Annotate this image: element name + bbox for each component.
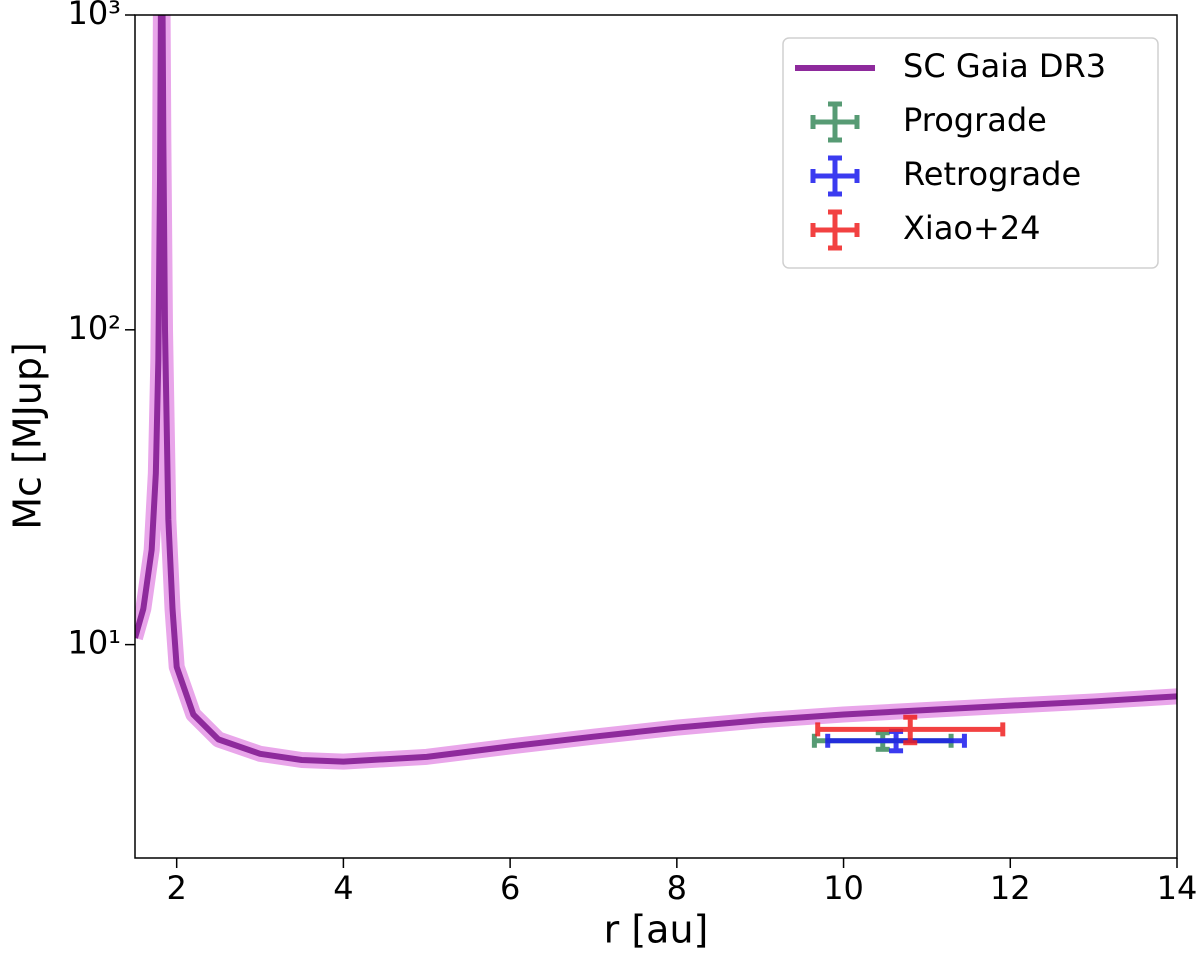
legend-label: Prograde bbox=[903, 101, 1047, 139]
errorbar bbox=[815, 714, 1006, 746]
y-tick-label: 10² bbox=[67, 309, 121, 347]
x-tick-label: 12 bbox=[990, 869, 1031, 907]
legend-label: Retrograde bbox=[903, 155, 1081, 193]
x-tick-label: 8 bbox=[667, 869, 687, 907]
x-tick-label: 10 bbox=[823, 869, 864, 907]
legend-swatch bbox=[810, 155, 860, 197]
legend-label: SC Gaia DR3 bbox=[903, 47, 1106, 85]
legend-label: Xiao+24 bbox=[903, 209, 1041, 247]
line bbox=[135, 15, 1177, 765]
plot-area bbox=[135, 15, 1177, 770]
x-tick-label: 14 bbox=[1157, 869, 1198, 907]
x-tick-label: 2 bbox=[167, 869, 187, 907]
legend-swatch bbox=[810, 101, 860, 143]
x-tick-label: 6 bbox=[500, 869, 520, 907]
legend-swatch bbox=[810, 209, 860, 251]
x-axis-label: r [au] bbox=[604, 908, 709, 952]
y-tick-label: 10³ bbox=[67, 0, 121, 32]
legend-box bbox=[782, 37, 1159, 269]
y-tick-label: 10¹ bbox=[67, 624, 121, 662]
x-tick-label: 4 bbox=[333, 869, 353, 907]
errorbar bbox=[825, 728, 967, 754]
y-axis-label: Mc [MJup] bbox=[6, 342, 50, 530]
plot-frame bbox=[134, 14, 1178, 859]
